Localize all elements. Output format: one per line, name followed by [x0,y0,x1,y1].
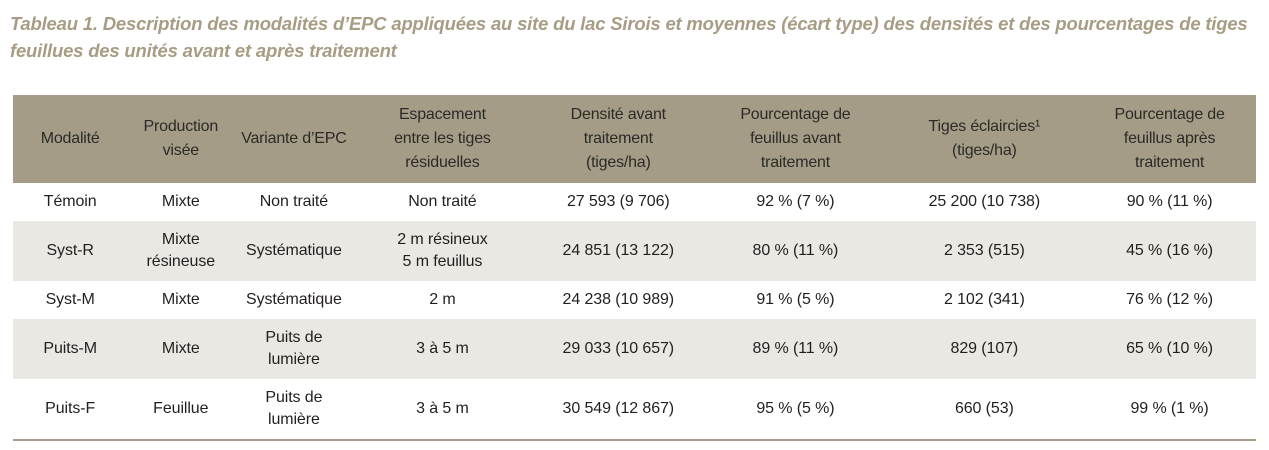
table-cell: 24 238 (10 989) [562,291,675,308]
column-header-pourcentage-feuillus-avant: Pourcentage de feuillus avant traitement [705,95,886,183]
table-row-temoin: Témoin Mixte Non traité Non traité 27 59… [13,183,1256,221]
table-cell: Syst-M [45,291,95,308]
column-header-modalite: Modalité [13,95,128,183]
table-cell: 89 % (11 %) [705,319,886,379]
table-cell: Puits de lumière [265,389,323,428]
table-cell: Mixte [161,193,200,210]
table-cell: Puits-M [13,319,128,379]
table-cell: Feuillue [153,400,209,417]
table-cell: 25 200 (10 738) [928,193,1041,210]
table-cell: 30 549 (12 867) [562,400,675,417]
table-cell: Mixte [161,291,200,308]
table-row-puits-f: Puits-F Feuillue Puits de lumière 3 à 5 … [13,379,1256,439]
column-header-espacement-tiges-residuelles: Espacement entre les tiges résiduelles [353,95,532,183]
table-cell: Témoin [43,193,97,210]
data-table: Modalité Production visée Variante d’EPC… [13,95,1256,439]
table-cell: 3 à 5 m [353,319,532,379]
table-cell: 90 % (11 %) [1126,193,1213,210]
table-cell: 3 à 5 m [416,400,469,417]
table-cell: 24 851 (13 122) [531,221,706,281]
table-cell: Mixte [127,319,235,379]
table-cell: 29 033 (10 657) [531,319,706,379]
table-cell: 65 % (10 %) [1083,319,1256,379]
table-cell: 95 % (5 %) [756,400,835,417]
table-cell: Systématique [246,291,342,308]
table-bottom-rule [13,439,1256,441]
column-header-pourcentage-feuillus-apres: Pourcentage de feuillus après traitement [1083,95,1256,183]
table-cell: 92 % (7 %) [756,193,835,210]
table-row-syst-r: Syst-R Mixte résineuse Systématique 2 m … [13,221,1256,281]
table-row-puits-m: Puits-M Mixte Puits de lumière 3 à 5 m 2… [13,319,1256,379]
table-header-row: Modalité Production visée Variante d’EPC… [13,95,1256,183]
table-cell: 99 % (1 %) [1130,400,1209,417]
column-header-densite-avant-traitement: Densité avant traitement (tiges/ha) [531,95,706,183]
table-cell: 80 % (11 %) [705,221,886,281]
table-row-syst-m: Syst-M Mixte Systématique 2 m 24 238 (10… [13,281,1256,319]
column-header-tiges-eclaircies: Tiges éclaircies¹ (tiges/ha) [885,95,1084,183]
table-cell: Mixte résineuse [127,221,235,281]
column-header-variante-epc: Variante d’EPC [234,95,354,183]
table-cell: 2 102 (341) [943,291,1025,308]
table-cell: 2 353 (515) [885,221,1084,281]
table-cell: 2 m résineux 5 m feuillus [353,221,532,281]
table-title: Tableau 1. Description des modalités d’E… [10,13,1248,61]
table-cell: 2 m [429,291,456,308]
table-cell: Puits de lumière [234,319,354,379]
table-cell: 76 % (12 %) [1126,291,1214,308]
table-cell: Non traité [408,193,477,210]
table-cell: 91 % (5 %) [756,291,835,308]
table-cell: 660 (53) [954,400,1014,417]
table-cell: Syst-R [13,221,128,281]
table-cell: 45 % (16 %) [1083,221,1256,281]
table-cell: Puits-F [45,400,96,417]
column-header-production-visee: Production visée [127,95,235,183]
table-cell: 829 (107) [885,319,1084,379]
table-cell: Systématique [234,221,354,281]
table-cell: 27 593 (9 706) [566,193,670,210]
table-cell: Non traité [259,193,329,210]
